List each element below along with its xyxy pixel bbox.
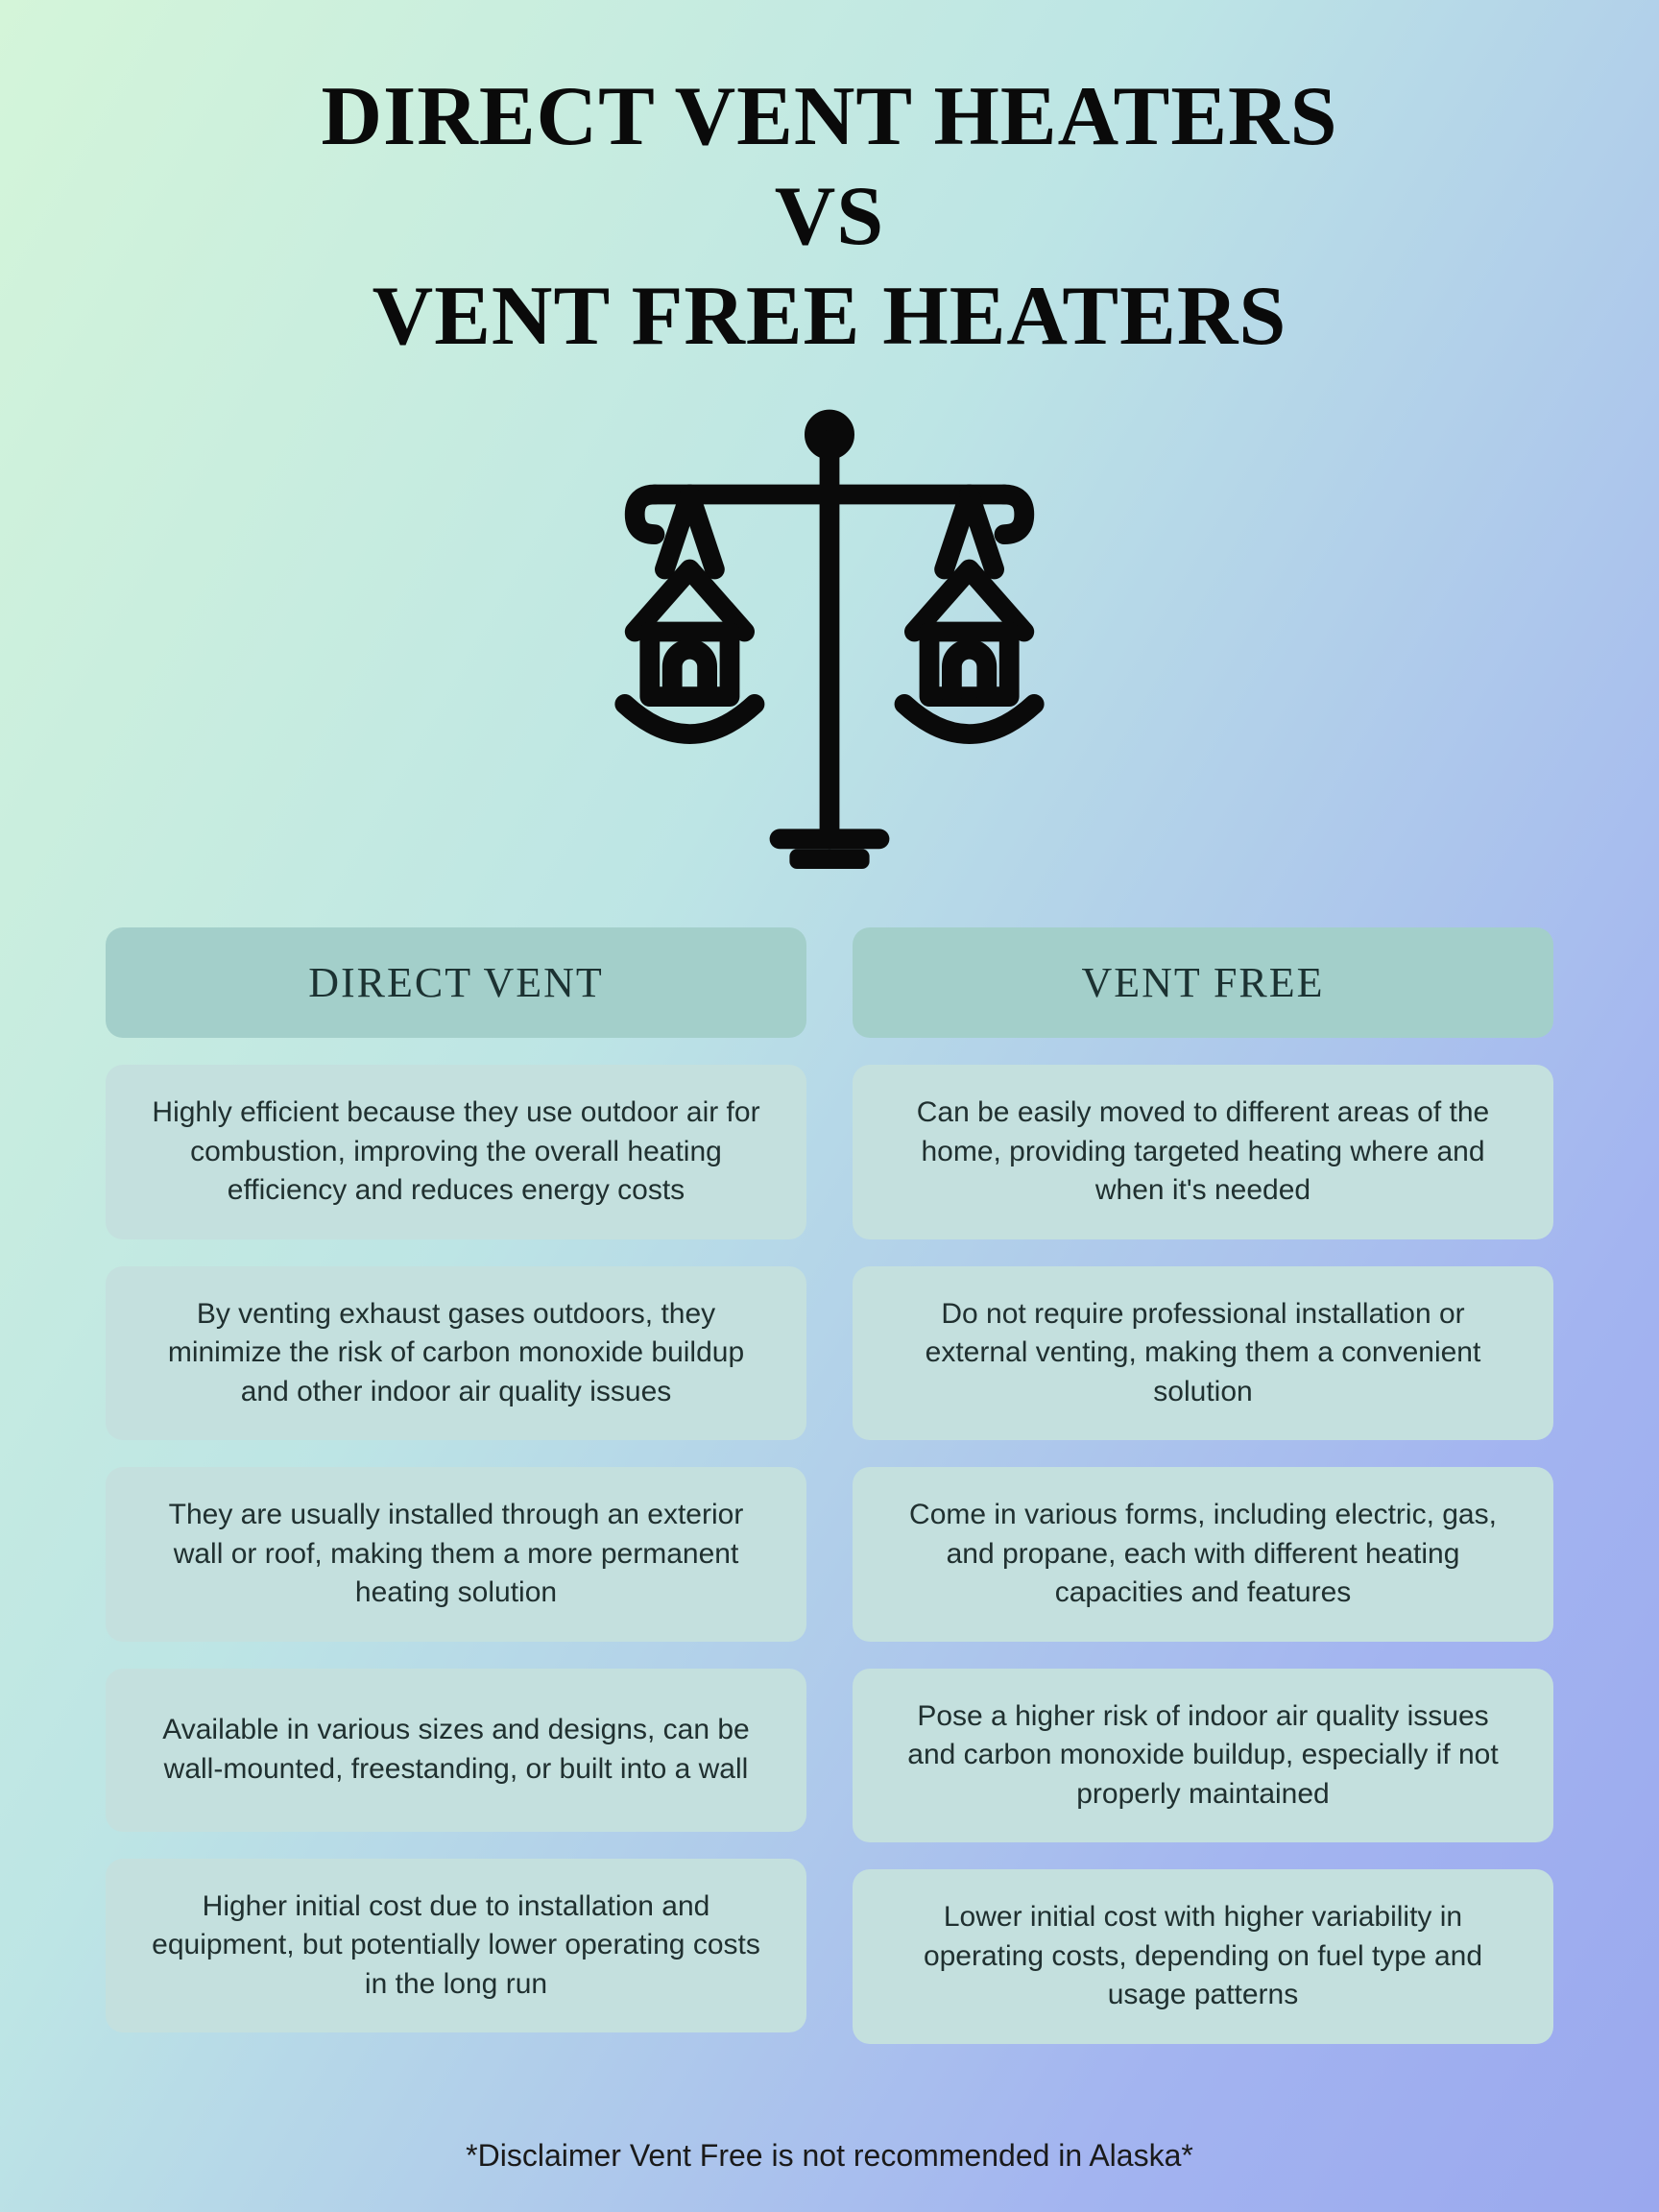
left-item-4: Higher initial cost due to installation … <box>106 1859 806 2033</box>
right-column-header: VENT FREE <box>853 927 1553 1038</box>
scale-houses-icon <box>580 395 1079 899</box>
right-column: VENT FREE Can be easily moved to differe… <box>853 927 1553 2094</box>
left-item-1: By venting exhaust gases outdoors, they … <box>106 1266 806 1441</box>
right-item-2: Come in various forms, including electri… <box>853 1467 1553 1642</box>
left-item-0: Highly efficient because they use outdoo… <box>106 1065 806 1239</box>
title-line-3: VENT FREE HEATERS <box>373 270 1287 363</box>
left-column: DIRECT VENT Highly efficient because the… <box>106 927 806 2094</box>
page-title: DIRECT VENT HEATERS VS VENT FREE HEATERS <box>321 67 1337 366</box>
left-column-header: DIRECT VENT <box>106 927 806 1038</box>
right-item-3: Pose a higher risk of indoor air quality… <box>853 1669 1553 1843</box>
right-item-1: Do not require professional installation… <box>853 1266 1553 1441</box>
comparison-columns: DIRECT VENT Highly efficient because the… <box>106 927 1553 2094</box>
title-line-2: VS <box>775 170 885 263</box>
left-item-3: Available in various sizes and designs, … <box>106 1669 806 1832</box>
left-item-2: They are usually installed through an ex… <box>106 1467 806 1642</box>
right-item-4: Lower initial cost with higher variabili… <box>853 1869 1553 2044</box>
right-item-0: Can be easily moved to different areas o… <box>853 1065 1553 1239</box>
title-line-1: DIRECT VENT HEATERS <box>321 70 1337 163</box>
disclaimer-text: *Disclaimer Vent Free is not recommended… <box>466 2138 1193 2174</box>
